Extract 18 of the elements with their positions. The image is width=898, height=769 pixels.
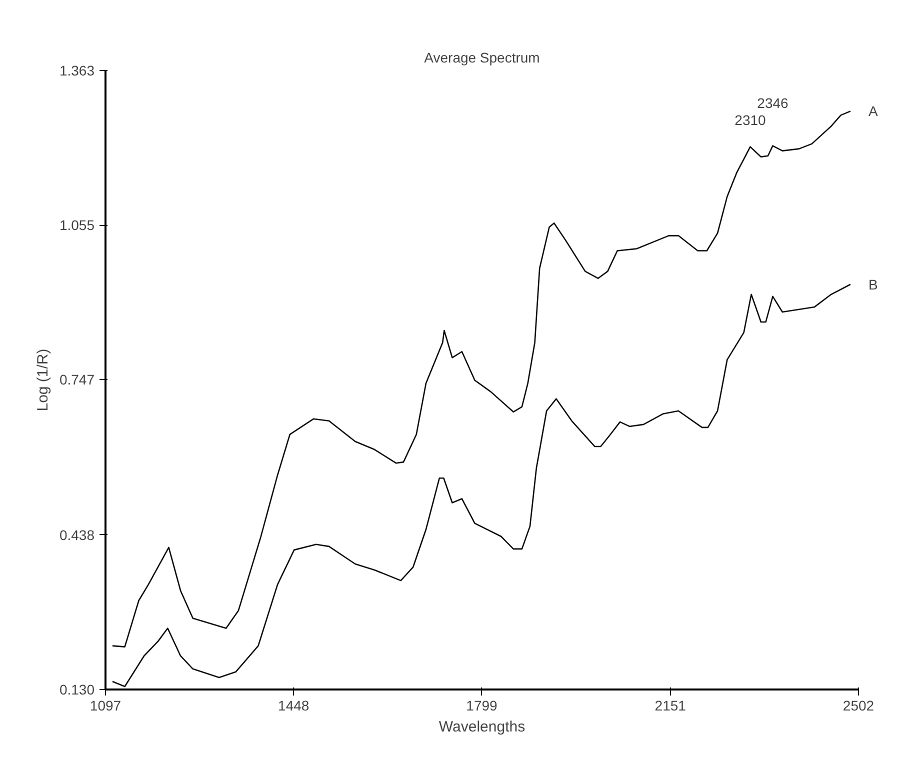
series-label: B — [868, 276, 878, 292]
y-axis-title: Log (1/R) — [34, 348, 52, 412]
x-tick-label: 1799 — [466, 698, 498, 714]
x-tick-label: 1097 — [90, 698, 122, 714]
annotation: 2346 — [757, 94, 789, 111]
y-tick-label: 0.438 — [59, 526, 95, 543]
y-tick-label: 1.363 — [59, 62, 95, 78]
y-tick-label: 0.747 — [59, 372, 95, 388]
x-tick-label: 1448 — [278, 698, 310, 714]
x-tick-label: 2151 — [654, 698, 686, 714]
y-tick-label: 1.055 — [59, 217, 95, 234]
series-label: A — [868, 103, 878, 120]
line-series — [112, 110, 852, 648]
x-axis-title: Wavelengths — [438, 718, 526, 736]
x-tick-label: 2502 — [842, 698, 874, 714]
annotation: 2310 — [734, 112, 766, 128]
chart-title: Average Spectrum — [424, 50, 540, 66]
y-tick-label: 0.130 — [59, 682, 95, 698]
